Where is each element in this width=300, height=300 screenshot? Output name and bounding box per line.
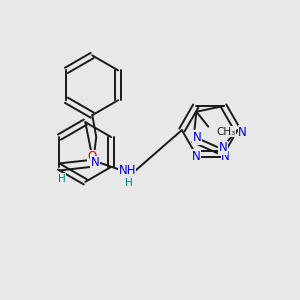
Text: N: N bbox=[91, 156, 100, 170]
Text: H: H bbox=[125, 178, 133, 188]
Text: O: O bbox=[88, 151, 97, 164]
Text: H: H bbox=[58, 174, 65, 184]
Text: N: N bbox=[219, 141, 227, 154]
Text: CH₃: CH₃ bbox=[216, 127, 236, 137]
Text: N: N bbox=[238, 126, 247, 139]
Text: N: N bbox=[221, 150, 230, 163]
Text: N: N bbox=[191, 150, 200, 163]
Text: N: N bbox=[193, 131, 202, 144]
Text: NH: NH bbox=[118, 164, 136, 177]
